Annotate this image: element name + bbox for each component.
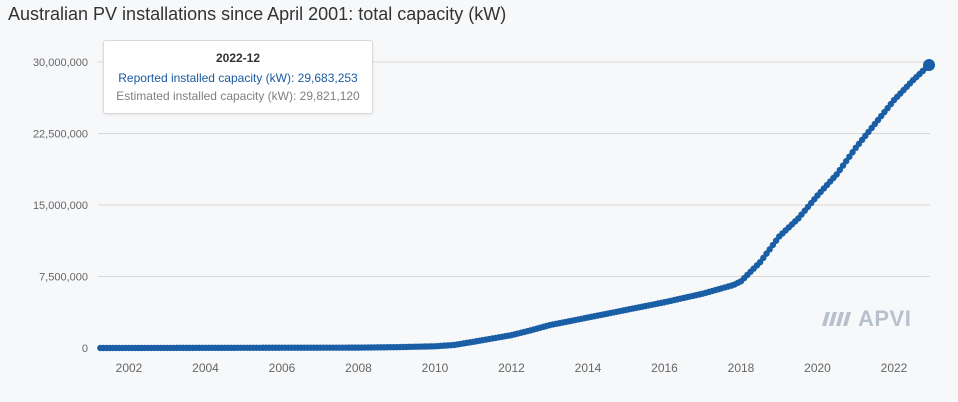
x-tick-label: 2016: [651, 361, 678, 375]
x-tick-label: 2020: [804, 361, 831, 375]
tooltip-estimated-value: 29,821,120: [299, 89, 360, 103]
x-tick-label: 2006: [269, 361, 296, 375]
data-point[interactable]: [833, 171, 840, 178]
data-point[interactable]: [842, 157, 850, 165]
data-point[interactable]: [846, 153, 853, 160]
apvi-stripes-icon: [822, 312, 851, 326]
highlighted-data-point[interactable]: [923, 59, 936, 72]
data-point[interactable]: [836, 166, 844, 174]
tooltip-reported-row: Reported installed capacity (kW): 29,683…: [104, 71, 372, 85]
x-tick-label: 2008: [345, 361, 372, 375]
tooltip-reported-value: 29,683,253: [297, 71, 358, 85]
x-tick-label: 2022: [881, 361, 908, 375]
apvi-logo-text: APVI: [858, 306, 912, 331]
chart-title: Australian PV installations since April …: [8, 4, 507, 24]
data-point[interactable]: [849, 149, 856, 156]
data-tooltip: 2022-12 Reported installed capacity (kW)…: [103, 40, 373, 114]
y-tick-label: 7,500,000: [39, 272, 88, 284]
tooltip-estimated-label: Estimated installed capacity (kW):: [116, 89, 297, 103]
x-tick-label: 2012: [498, 361, 525, 375]
y-tick-label: 15,000,000: [33, 200, 88, 212]
x-tick-label: 2014: [575, 361, 602, 375]
x-tick-label: 2002: [116, 361, 143, 375]
apvi-logo: APVI: [820, 306, 911, 332]
x-tick-label: 2004: [192, 361, 219, 375]
y-tick-label: 22,500,000: [33, 129, 88, 141]
x-tick-label: 2010: [422, 361, 449, 375]
y-tick-label: 30,000,000: [33, 57, 88, 69]
tooltip-period: 2022-12: [215, 51, 261, 65]
data-point[interactable]: [839, 162, 847, 169]
tooltip-estimated-row: Estimated installed capacity (kW): 29,82…: [104, 89, 372, 103]
tooltip-reported-label: Reported installed capacity (kW):: [118, 71, 295, 85]
x-tick-label: 2018: [728, 361, 755, 375]
y-tick-label: 0: [82, 343, 88, 355]
